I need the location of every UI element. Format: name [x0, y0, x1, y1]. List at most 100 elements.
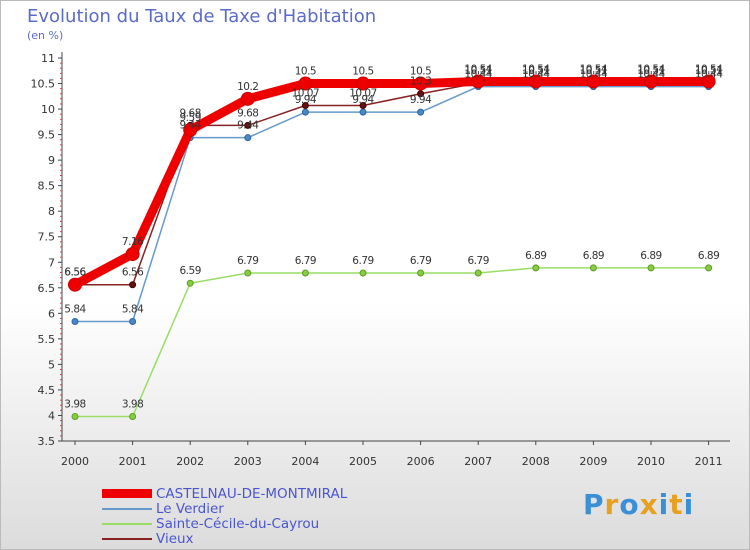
data-label: 10.51 [695, 65, 723, 77]
logo-letter: t [669, 488, 684, 521]
data-label: 10.51 [522, 65, 550, 77]
data-point [183, 123, 198, 138]
data-label: 6.89 [583, 250, 604, 262]
legend-item-castelnau: CASTELNAU-DE-MONTMIRAL [102, 486, 347, 501]
legend-item-le-verdier: Le Verdier [102, 501, 347, 516]
data-label: 10.44 [522, 69, 550, 81]
y-tick-label: 3.5 [38, 435, 56, 448]
data-label: 10.5 [295, 66, 316, 78]
y-tick-label: 8 [48, 205, 55, 218]
x-tick-label: 2000 [61, 455, 89, 468]
data-point [301, 108, 309, 116]
data-label: 10.54 [695, 63, 723, 75]
data-point [129, 318, 137, 326]
y-tick-label: 7.5 [38, 231, 56, 244]
data-label: 6.89 [640, 250, 661, 262]
y-tick-label: 4 [48, 409, 55, 422]
y-tick-label: 7 [48, 256, 55, 269]
data-label: 6.56 [64, 267, 86, 279]
data-point [301, 101, 309, 109]
legend-swatch [102, 537, 152, 540]
data-label: 9.44 [237, 120, 259, 132]
data-point [417, 108, 425, 116]
data-label: 10.51 [580, 65, 608, 77]
data-point [129, 281, 137, 289]
data-label: 10.07 [292, 87, 320, 99]
data-label: 10.51 [637, 65, 665, 77]
data-point [417, 90, 425, 98]
data-point [301, 269, 309, 277]
x-tick-label: 2007 [464, 455, 492, 468]
data-label: 6.79 [468, 255, 489, 267]
x-tick-label: 2001 [119, 455, 147, 468]
data-label: 6.79 [352, 255, 373, 267]
data-point [359, 108, 367, 116]
y-tick-label: 10 [41, 103, 55, 116]
data-label: 6.56 [64, 267, 86, 279]
y-tick-label: 9.5 [38, 129, 56, 142]
data-label: 10.3 [410, 76, 431, 88]
data-point [589, 264, 597, 272]
data-label: 6.79 [410, 255, 431, 267]
data-label: 10.51 [464, 65, 492, 77]
data-point [356, 76, 370, 91]
data-point [647, 264, 655, 272]
data-label: 10.44 [695, 69, 723, 81]
legend-swatch [102, 507, 152, 510]
data-label: 6.89 [698, 250, 719, 262]
data-label: 10.44 [637, 69, 665, 81]
legend-item-sainte-cecile: Sainte-Cécile-du-Cayrou [102, 516, 347, 531]
data-point [359, 101, 367, 109]
legend-swatch [102, 522, 152, 525]
x-tick-label: 2011 [695, 455, 723, 468]
data-point [417, 269, 425, 277]
x-tick-label: 2009 [579, 455, 607, 468]
y-axis-unit: (en %) [27, 29, 64, 42]
data-label: 5.84 [122, 304, 144, 316]
data-point [125, 247, 140, 262]
data-point [413, 76, 428, 91]
data-label: 10.07 [349, 87, 377, 99]
data-label: 6.79 [295, 255, 316, 267]
data-point [644, 74, 658, 89]
data-point [186, 279, 194, 287]
data-point [705, 264, 713, 272]
data-point [71, 412, 79, 420]
data-point [71, 318, 79, 326]
legend-label: Le Verdier [156, 500, 224, 517]
logo-letter: i [658, 488, 670, 521]
x-tick-label: 2010 [637, 455, 665, 468]
data-point [244, 134, 252, 142]
data-label: 10.54 [522, 63, 550, 75]
logo-letter: x [639, 488, 659, 521]
y-tick-label: 6 [48, 307, 55, 320]
series-line [70, 76, 714, 290]
legend-label: Sainte-Cécile-du-Cayrou [156, 515, 320, 532]
data-label: 10.44 [464, 69, 492, 81]
data-label: 5.84 [64, 304, 86, 316]
data-label: 6.59 [180, 265, 201, 277]
data-point [528, 74, 543, 89]
logo-letter: r [604, 488, 620, 521]
data-point [298, 76, 313, 91]
y-tick-label: 4.5 [38, 384, 56, 397]
data-label: 10.44 [580, 69, 608, 81]
y-tick-label: 6.5 [38, 282, 56, 295]
data-label: 9.44 [180, 120, 202, 132]
y-tick-label: 8.5 [38, 180, 56, 193]
x-tick-label: 2005 [349, 455, 377, 468]
x-tick-label: 2008 [522, 455, 550, 468]
y-tick-label: 11 [41, 52, 55, 65]
chart-title: Evolution du Taux de Taxe d'Habitation [27, 6, 377, 27]
legend-item-vieux: Vieux [102, 531, 347, 546]
data-label: 3.98 [122, 398, 143, 410]
x-tick-label: 2004 [291, 455, 319, 468]
legend-swatch [102, 489, 152, 498]
data-label: 10.54 [580, 63, 608, 75]
data-label: 9.94 [295, 94, 317, 106]
data-point [244, 269, 252, 277]
data-point [240, 91, 255, 106]
data-point [359, 269, 367, 277]
data-label: 10.54 [637, 63, 665, 75]
